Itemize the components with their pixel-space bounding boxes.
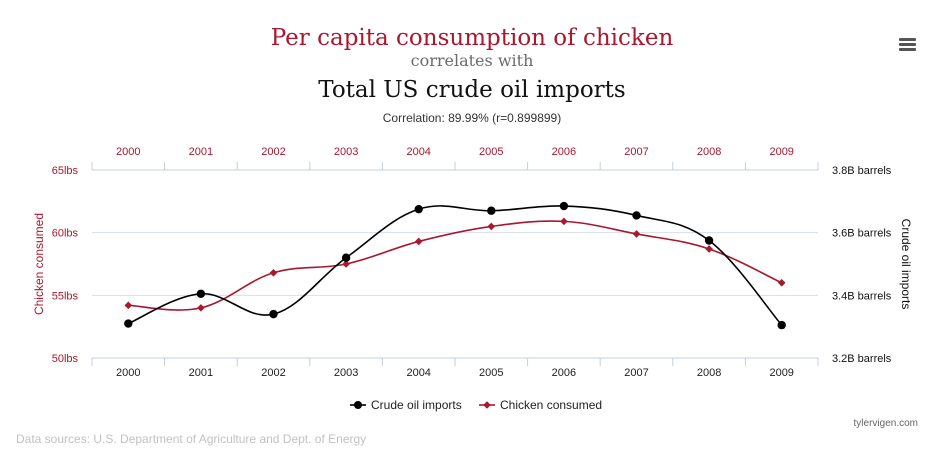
left-axis-title: Chicken consumed xyxy=(32,213,46,315)
chart-title-secondary: Total US crude oil imports xyxy=(318,77,626,103)
x-tick-label-top: 2003 xyxy=(334,146,358,158)
x-tick-label-top: 2006 xyxy=(552,146,576,158)
right-axis-tick-label: 3.2B barrels xyxy=(832,353,892,365)
correlation-text: Correlation: 89.99% (r=0.899899) xyxy=(382,111,562,125)
crude-oil-imports-point xyxy=(632,211,641,220)
chicken-consumed-point xyxy=(124,301,133,310)
legend-crude-oil-label: Crude oil imports xyxy=(371,398,462,412)
chicken-consumed-point xyxy=(632,230,641,238)
crude-oil-imports-point xyxy=(777,320,786,330)
x-tick-label-bottom: 2002 xyxy=(261,367,285,379)
legend-crude-oil-marker xyxy=(354,401,362,409)
left-axis-tick-label: 55lbs xyxy=(52,290,79,302)
crude-oil-imports-point xyxy=(414,204,423,214)
left-axis-tick-label: 50lbs xyxy=(52,353,79,365)
x-tick-label-top: 2000 xyxy=(116,146,140,158)
crude-oil-imports-point xyxy=(559,201,569,211)
right-axis-tick-label: 3.4B barrels xyxy=(832,290,892,302)
right-axis-title: Crude oil imports xyxy=(899,219,913,310)
data-sources-text: Data sources: U.S. Department of Agricul… xyxy=(16,432,367,446)
right-axis-tick-label: 3.8B barrels xyxy=(832,165,892,177)
chart-title-block: Per capita consumption of chicken correl… xyxy=(0,24,944,106)
chicken-consumed-point xyxy=(197,304,205,312)
credit-text[interactable]: tylervigen.com xyxy=(853,418,918,429)
right-axis-tick-label: 3.6B barrels xyxy=(832,228,892,240)
chicken-consumed-point xyxy=(705,245,713,253)
crude-oil-imports-point xyxy=(269,309,278,319)
x-tick-label-bottom: 2005 xyxy=(479,367,503,379)
x-tick-label-top: 2007 xyxy=(624,146,648,158)
x-tick-label-bottom: 2001 xyxy=(189,367,213,379)
x-tick-label-top: 2004 xyxy=(406,146,430,158)
hamburger-menu-icon[interactable] xyxy=(899,38,917,52)
left-axis-tick-label: 65lbs xyxy=(52,165,79,177)
chicken-consumed-point xyxy=(487,222,496,231)
x-tick-label-bottom: 2000 xyxy=(116,367,140,379)
x-tick-label-bottom: 2009 xyxy=(769,367,793,379)
crude-oil-imports-point xyxy=(341,253,351,262)
x-tick-label-bottom: 2008 xyxy=(697,367,721,379)
chicken-consumed-point xyxy=(560,217,568,226)
chart-title-connector: correlates with xyxy=(410,51,534,70)
x-tick-label-top: 2002 xyxy=(261,146,285,158)
x-tick-label-bottom: 2007 xyxy=(624,367,648,379)
legend-chicken-label: Chicken consumed xyxy=(500,398,602,412)
legend-chicken-marker xyxy=(483,401,491,409)
crude-oil-imports-point xyxy=(487,206,496,215)
chicken-consumed-point xyxy=(342,260,350,268)
chart-title-primary: Per capita consumption of chicken xyxy=(270,25,674,51)
x-tick-label-bottom: 2004 xyxy=(406,367,430,379)
left-axis-tick-label: 60lbs xyxy=(52,228,79,240)
crude-oil-imports-point xyxy=(704,236,714,245)
chicken-consumed-line xyxy=(128,220,783,311)
x-tick-label-top: 2005 xyxy=(479,146,503,158)
chicken-consumed-point xyxy=(777,279,786,287)
chicken-consumed-point xyxy=(414,237,423,246)
crude-oil-imports-point xyxy=(124,319,133,328)
chicken-consumed-point xyxy=(269,268,278,277)
x-tick-label-top: 2008 xyxy=(697,146,721,158)
x-tick-label-bottom: 2006 xyxy=(552,367,576,379)
x-tick-label-top: 2009 xyxy=(769,146,793,158)
crude-oil-imports-line xyxy=(127,205,783,326)
x-tick-label-bottom: 2003 xyxy=(334,367,358,379)
x-tick-label-top: 2001 xyxy=(189,146,213,158)
crude-oil-imports-point xyxy=(196,289,206,298)
